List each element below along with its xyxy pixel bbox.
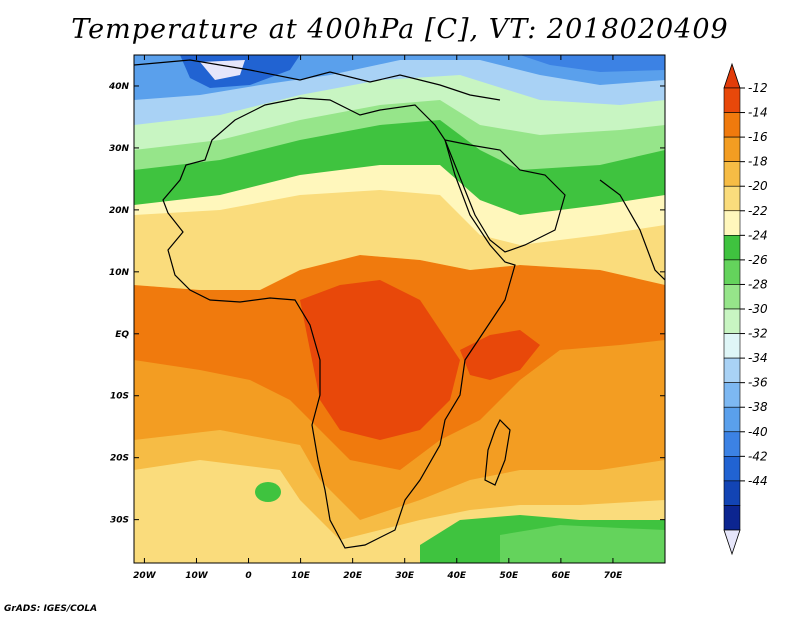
colorbar-label: -40 [748,425,768,439]
colorbar-label: -36 [748,376,768,390]
field-east-hot [460,330,540,380]
colorbar-label: -42 [748,449,768,463]
colorbar-label: -14 [748,106,768,120]
colorbar-segment [723,185,741,212]
field-north-pale [134,175,665,290]
field-north-green [134,110,665,215]
lon-tick-label: 70E [604,571,624,581]
field-north-light [134,90,665,170]
lon-tick-label: 30E [395,571,415,581]
colorbar-segment [723,161,741,187]
colorbar-label: -32 [748,327,768,341]
india-coastline [599,179,665,281]
colorbar-label: -44 [748,474,768,488]
colorbar-label: -18 [748,155,768,169]
field-central-hot [300,280,460,440]
plot-title: Temperature at 400hPa [C], VT: 201802040… [71,14,729,45]
colorbar-bottom-arrow [723,529,741,556]
colorbar-segment [723,406,741,433]
lon-tick-label: 20W [133,571,157,581]
field-north-cyan [134,65,665,150]
lon-tick-label: 60E [552,571,572,581]
lon-tick-label: 50E [499,571,519,581]
colorbar-segment [723,87,741,113]
lat-tick-label: 30S [110,516,129,526]
colorbar-segment [723,308,741,334]
africa-coastline [162,97,516,549]
europe-coastline [134,59,501,101]
lat-tick-label: 20S [110,454,129,464]
colorbar-segment [723,210,741,236]
field-south-light [500,525,665,563]
colorbar-label: -12 [748,81,768,95]
latitude-ticks: 40N 30N 20N 10N EQ 10S 20S 30S [108,82,665,526]
colorbar-top-arrow [723,62,741,89]
colorbar-label: -38 [748,400,768,414]
lat-tick-label: 10N [109,268,130,278]
colorbar-segment [723,382,741,408]
lon-tick-label: 20E [343,571,363,581]
colorbar-segment [723,456,741,482]
colorbar-label: -24 [748,228,768,242]
colorbar-segment [723,235,741,261]
map-frame [133,54,666,564]
colorbar-segment [723,431,741,457]
credit-text: GrADS: IGES/COLA [4,604,98,614]
colorbar-segment [723,480,741,506]
lon-tick-label: 40E [446,571,467,581]
field-small-cool-spot [255,482,281,502]
lat-tick-label: 40N [108,82,130,92]
madagascar-coastline [484,418,511,486]
colorbar-label: -16 [748,130,768,144]
colorbar-segment [723,333,741,359]
colorbar-segment [723,112,741,138]
colorbar-segment [723,259,741,285]
colorbar-label: -30 [748,302,768,316]
lat-tick-label: EQ [115,330,129,340]
colorbar-label: -20 [748,179,768,193]
lat-tick-label: 10S [110,392,129,402]
field-northwest-coldest [200,60,245,80]
colorbar-segment [723,136,741,162]
field-northeast-cold [520,55,665,72]
colorbar-segment [723,357,741,383]
colorbar-label: -34 [748,351,768,365]
colorbar-label: -28 [748,277,768,291]
colorbar-label: -22 [748,204,768,218]
colorbar-segment [723,505,741,531]
lat-tick-label: 20N [109,206,130,216]
lon-tick-label: 10E [291,571,311,581]
colorbar-label: -26 [748,253,768,267]
lat-tick-label: 30N [109,144,130,154]
colorbar: -12 -14 -16 -18 -20 -22 -24 -26 -28 -30 -32 -34 -36 -… [723,62,768,556]
lon-tick-label: 10W [185,571,209,581]
arabia-coastline [444,139,566,253]
longitude-ticks: 20W 10W 0 10E 20E 30E 40E 50E 60E 70E [133,55,623,581]
colorbar-segment [723,284,741,310]
lon-tick-label: 0 [245,571,251,581]
